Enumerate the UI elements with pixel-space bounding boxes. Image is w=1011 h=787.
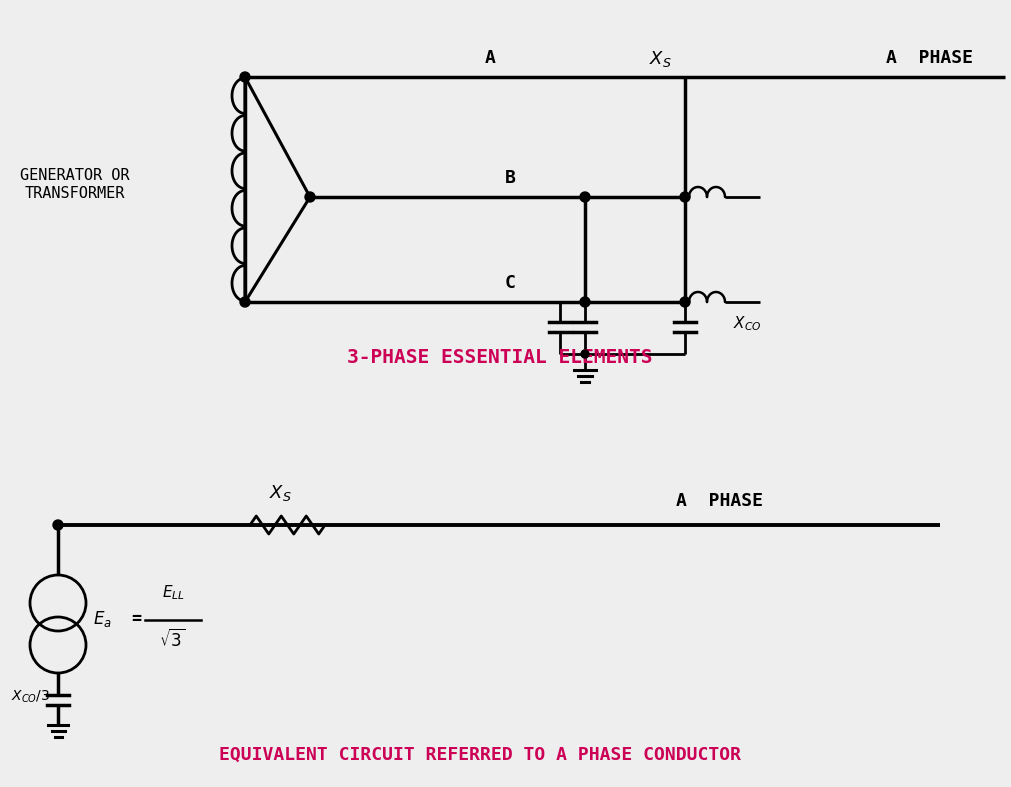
Circle shape [53, 520, 63, 530]
Circle shape [581, 350, 589, 358]
Text: A: A [484, 49, 495, 67]
Text: EQUIVALENT CIRCUIT REFERRED TO A PHASE CONDUCTOR: EQUIVALENT CIRCUIT REFERRED TO A PHASE C… [219, 746, 741, 764]
Text: $X_{CO}$: $X_{CO}$ [733, 314, 761, 333]
Text: 3-PHASE ESSENTIAL ELEMENTS: 3-PHASE ESSENTIAL ELEMENTS [347, 348, 653, 367]
Text: $\sqrt{3}$: $\sqrt{3}$ [159, 629, 185, 651]
Text: C: C [504, 274, 516, 292]
Text: $E_a$  =: $E_a$ = [93, 609, 144, 629]
Text: $E_{LL}$: $E_{LL}$ [162, 583, 184, 602]
Text: A  PHASE: A PHASE [887, 49, 974, 67]
Circle shape [240, 297, 250, 307]
Circle shape [680, 297, 690, 307]
Circle shape [240, 72, 250, 82]
Circle shape [305, 192, 315, 202]
Text: GENERATOR OR
TRANSFORMER: GENERATOR OR TRANSFORMER [20, 168, 129, 201]
Text: $X_{CO}/3$: $X_{CO}/3$ [11, 689, 50, 705]
Circle shape [580, 297, 590, 307]
Text: B: B [504, 169, 516, 187]
Text: $X_S$: $X_S$ [649, 49, 671, 69]
Text: A  PHASE: A PHASE [676, 492, 763, 510]
Text: $X_S$: $X_S$ [269, 483, 291, 503]
Circle shape [680, 192, 690, 202]
Circle shape [580, 192, 590, 202]
